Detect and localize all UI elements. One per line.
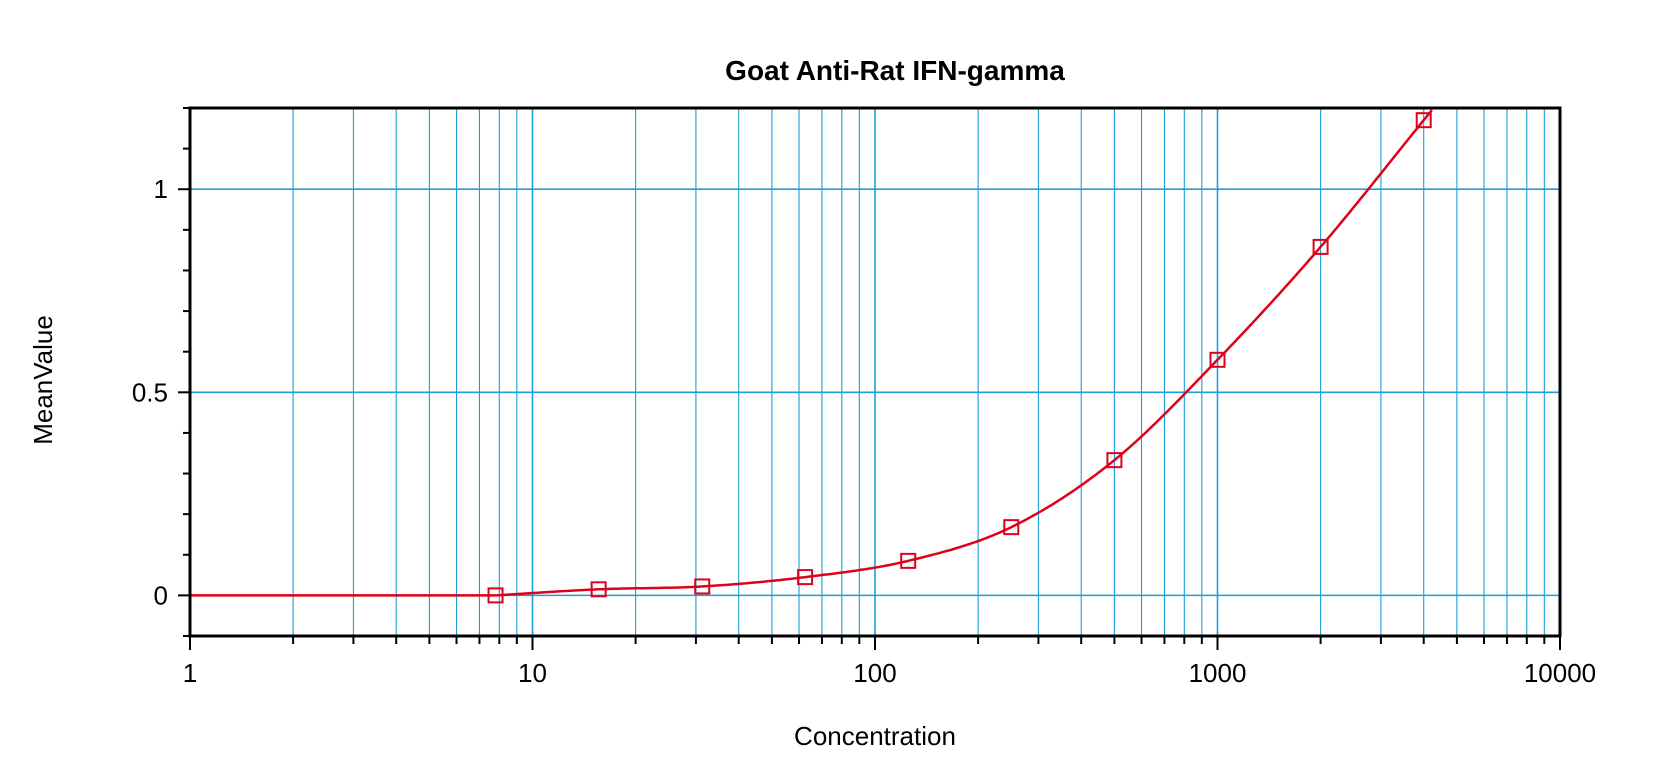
data-point-marker (797, 569, 814, 586)
x-tick-label: 1 (183, 658, 197, 688)
y-axis-label: MeanValue (28, 315, 58, 445)
data-point-marker (1003, 519, 1020, 536)
x-axis-label: Concentration (794, 721, 956, 751)
x-tick-label: 10 (518, 658, 547, 688)
x-tick-label: 100 (853, 658, 896, 688)
data-point-marker (1415, 112, 1432, 129)
x-axis-ticks: 1 10 100 1000 10000 (183, 636, 1596, 688)
data-point-marker (694, 578, 711, 595)
data-point-marker (900, 552, 917, 569)
data-point-marker (487, 587, 504, 604)
x-tick-label: 10000 (1524, 658, 1596, 688)
chart-title: Goat Anti-Rat IFN-gamma (725, 55, 1065, 86)
x-tick-label: 1000 (1189, 658, 1247, 688)
y-tick-label: 0 (154, 580, 168, 610)
data-points-layer (487, 112, 1432, 604)
data-point-marker (590, 581, 607, 598)
grid-lines (190, 108, 1560, 636)
y-tick-label: 0.5 (132, 377, 168, 407)
y-tick-label: 1 (154, 174, 168, 204)
data-point-marker (1209, 351, 1226, 368)
y-axis-ticks: 00.51 (132, 107, 190, 637)
data-point-marker (1312, 238, 1329, 255)
data-point-marker (1106, 452, 1123, 469)
